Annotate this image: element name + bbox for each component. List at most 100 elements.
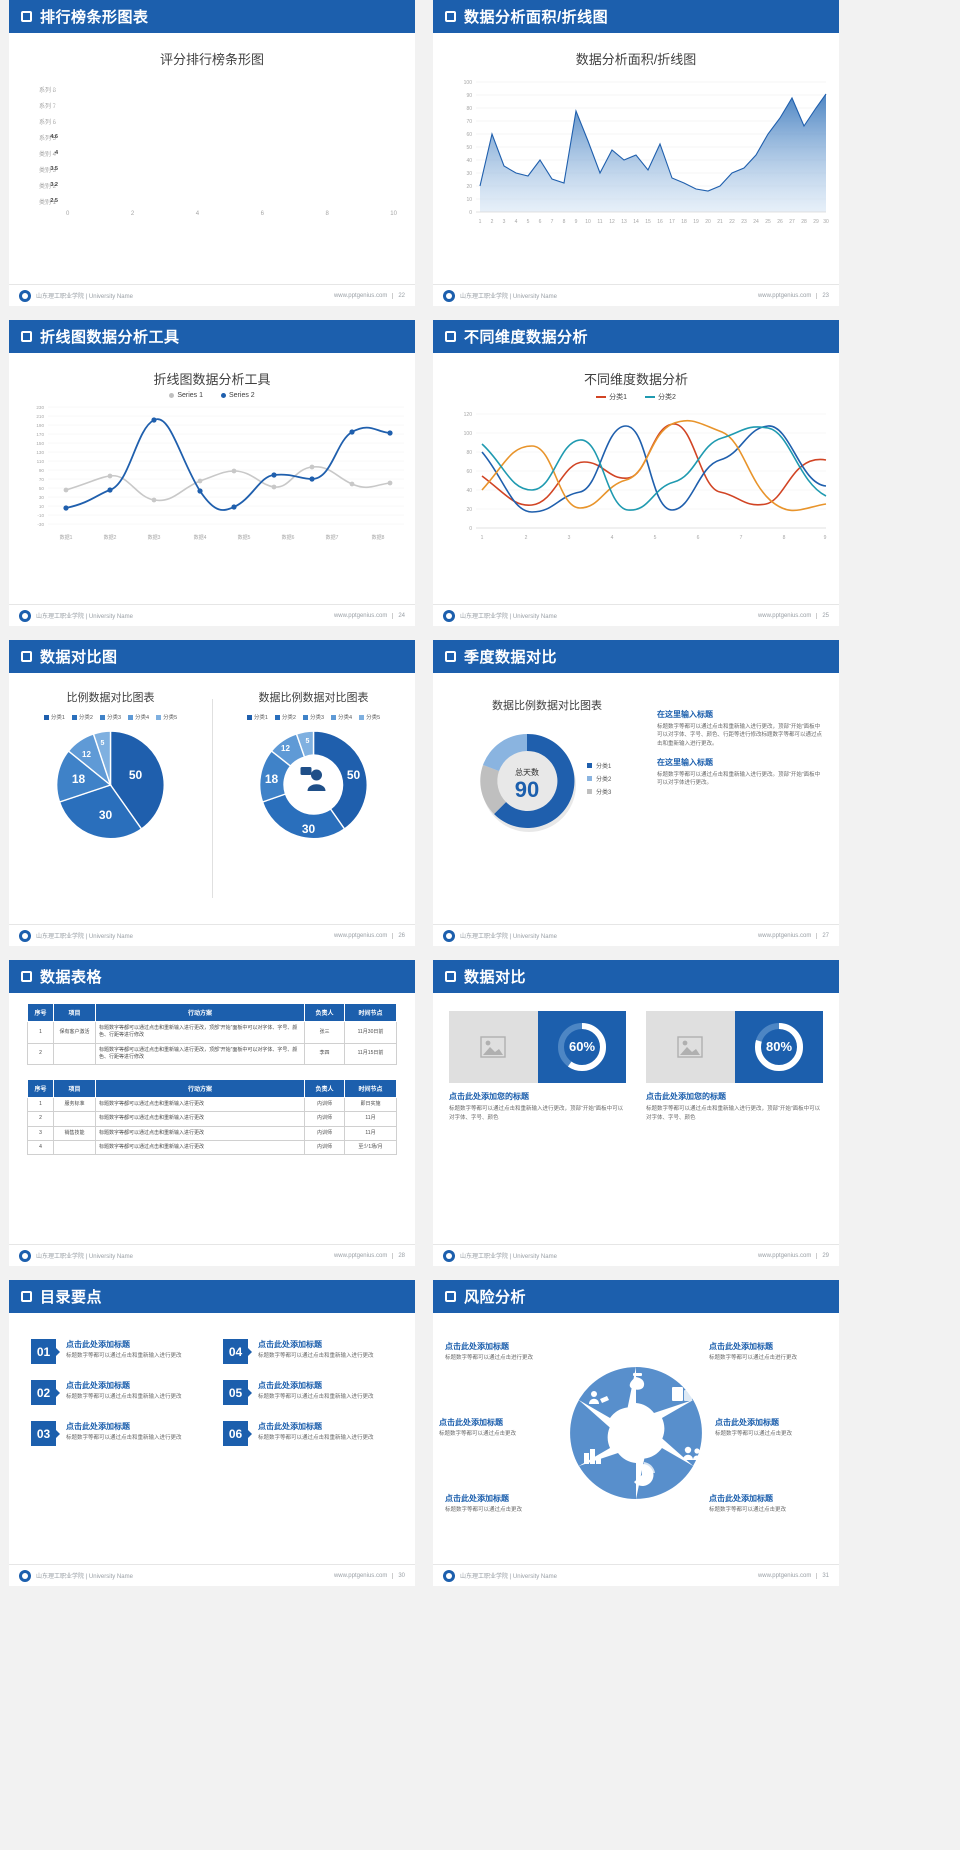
chart-legend: Series 1 Series 2: [9, 392, 415, 399]
svg-text:130: 130: [36, 450, 44, 455]
text-blocks: 在这里输入标题 标题数字等都可以通过点击和重新输入进行更改，顶部“开始”面板中可…: [657, 687, 825, 854]
slide-footer: 山东理工职业学院 | University Name www.pptgenius…: [9, 604, 415, 626]
svg-text:18: 18: [681, 219, 687, 225]
square-icon: [21, 1291, 32, 1302]
item-number: 05: [223, 1380, 252, 1405]
svg-text:17: 17: [669, 219, 675, 225]
compare-card-1: 60% 点击此处添加您的标题 标题数字等都可以通过点击和重新输入进行更改，顶部“…: [449, 1011, 626, 1122]
svg-text:190: 190: [36, 423, 44, 428]
slide-title: 数据分析面积/折线图: [464, 9, 609, 26]
square-icon: [445, 971, 456, 982]
legend-item: Series 2: [221, 392, 255, 399]
list-item[interactable]: 02 点击此处添加标题 标题数字等都可以通过点击和重新输入进行更改: [31, 1380, 201, 1405]
data-table-2: 序号 项目 行动方案 负责人 时间节点 1 服务标准 标题数字等都可以通过点击和…: [27, 1079, 397, 1156]
image-icon: [677, 1036, 703, 1058]
slide-header: 目录要点: [9, 1280, 415, 1313]
item-text: 标题数字等都可以通过点击和重新输入进行更改: [258, 1435, 374, 1441]
slide-7[interactable]: 数据表格 序号 项目 行动方案 负责人 时间节点 1 保有客户激活 标题数字等都…: [9, 960, 415, 1266]
slide-footer: 山东理工职业学院 | University Name www.pptgenius…: [433, 604, 839, 626]
slide-3[interactable]: 折线图数据分析工具 折线图数据分析工具 Series 1 Series 2: [9, 320, 415, 626]
svg-text:分类2: 分类2: [596, 775, 612, 783]
slide-title: 不同维度数据分析: [464, 329, 589, 346]
line-chart: 230 210 190 170 150 130 110 90 70 50 30 10 -10 -3…: [36, 405, 404, 541]
svg-text:90: 90: [515, 777, 539, 802]
table-row: 2 标题数字等都可以通过点击和重新输入进行更改 内训师 11月: [27, 1111, 397, 1127]
svg-text:总天数: 总天数: [515, 767, 539, 777]
slide-5[interactable]: 数据对比图 比例数据对比图表 分类1 分类2 分类3 分类4 分类5: [9, 640, 415, 946]
card-title: 点击此处添加您的标题: [449, 1092, 529, 1101]
square-icon: [445, 11, 456, 22]
slide-header: 数据对比图: [9, 640, 415, 673]
svg-text:数据7: 数据7: [326, 534, 339, 541]
block-text: 标题数字等都可以通过点击和重新输入进行更改，顶部“开始”面板中可以对字体、字号、…: [657, 724, 823, 747]
chart-legend: 分类1 分类2 分类3 分类4 分类5: [9, 713, 212, 721]
chart-title: 不同维度数据分析: [583, 372, 688, 387]
slide-title: 数据对比: [464, 969, 527, 986]
svg-text:30: 30: [823, 219, 829, 225]
slide-title: 季度数据对比: [464, 649, 558, 666]
square-icon: [445, 651, 456, 662]
svg-text:60: 60: [466, 132, 472, 138]
svg-text:28: 28: [801, 219, 807, 225]
square-icon: [21, 651, 32, 662]
svg-text:23: 23: [741, 219, 747, 225]
svg-text:5: 5: [306, 738, 310, 745]
svg-text:数据3: 数据3: [148, 534, 161, 541]
svg-text:数据1: 数据1: [60, 534, 73, 541]
svg-text:9: 9: [824, 535, 827, 541]
svg-text:分类1: 分类1: [596, 762, 612, 770]
multi-line-chart: 120 100 80 60 40 20 0 1 2 3 4 5 6 7 8 9: [464, 412, 827, 541]
legend-item: 分类1: [43, 713, 65, 721]
svg-text:80: 80: [466, 106, 472, 112]
item-title: 点击此处添加标题: [66, 1340, 130, 1349]
slide-10[interactable]: 风险分析: [433, 1280, 839, 1586]
x-axis: 0 2 4 6 8 10: [66, 211, 397, 217]
slide-header: 风险分析: [433, 1280, 839, 1313]
list-item[interactable]: 06 点击此处添加标题 标题数字等都可以通过点击和重新输入进行更改: [223, 1421, 393, 1446]
slide-header: 不同维度数据分析: [433, 320, 839, 353]
slide-footer: 山东理工职业学院 | University Name www.pptgenius…: [433, 284, 839, 306]
list-item[interactable]: 05 点击此处添加标题 标题数字等都可以通过点击和重新输入进行更改: [223, 1380, 393, 1405]
legend-item: 分类5: [359, 713, 380, 721]
slide-footer: 山东理工职业学院 | University Name www.pptgenius…: [9, 1564, 415, 1586]
slide-4[interactable]: 不同维度数据分析 不同维度数据分析 分类1 分类2 120 100 8: [433, 320, 839, 626]
slide-title: 数据对比图: [40, 649, 118, 666]
list-item[interactable]: 04 点击此处添加标题 标题数字等都可以通过点击和重新输入进行更改: [223, 1339, 393, 1364]
svg-text:40: 40: [466, 488, 472, 494]
square-icon: [21, 331, 32, 342]
slide-title: 折线图数据分析工具: [40, 329, 180, 346]
item-text: 标题数字等都可以通过点击和重新输入进行更改: [66, 1353, 182, 1359]
svg-text:数据2: 数据2: [104, 534, 117, 541]
svg-text:50: 50: [129, 768, 143, 782]
svg-text:-10: -10: [37, 513, 44, 518]
donut-panel: 数据比例数据对比图表 总天数 90 分类1 分类2: [447, 687, 647, 854]
svg-text:7: 7: [551, 219, 554, 225]
list-item[interactable]: 03 点击此处添加标题 标题数字等都可以通过点击和重新输入进行更改: [31, 1421, 201, 1446]
pie-panel-left: 比例数据对比图表 分类1 分类2 分类3 分类4 分类5: [9, 673, 212, 924]
item-title: 点击此处添加标题: [258, 1381, 322, 1390]
slide-2[interactable]: 数据分析面积/折线图 数据分析面积/折线图: [433, 0, 839, 306]
slide-8[interactable]: 数据对比: [433, 960, 839, 1266]
legend-item: 分类3: [302, 713, 324, 721]
item-number: 04: [223, 1339, 252, 1364]
svg-text:170: 170: [36, 432, 44, 437]
list-item[interactable]: 01 点击此处添加标题 标题数字等都可以通过点击和重新输入进行更改: [31, 1339, 201, 1364]
slide-9[interactable]: 目录要点 01 点击此处添加标题 标题数字等都可以通过点击和重新输入进行更改 02…: [9, 1280, 415, 1586]
slide-title: 排行榜条形图表: [40, 9, 149, 26]
svg-text:8: 8: [563, 219, 566, 225]
svg-text:24: 24: [753, 219, 759, 225]
slide-1[interactable]: 排行榜条形图表 评分排行榜条形图 系列 8 8.9 系列 7 7.5 系列 6 4.8…: [9, 0, 415, 306]
slide-6[interactable]: 季度数据对比 数据比例数据对比图表 总天数 90: [433, 640, 839, 946]
user-icon: [300, 767, 326, 791]
legend-item: 分类2: [71, 713, 93, 721]
svg-text:4: 4: [515, 219, 518, 225]
slide-footer: 山东理工职业学院 | University Name www.pptgenius…: [433, 924, 839, 946]
card-text: 标题数字等都可以通过点击和重新输入进行更改，顶部“开始”面板中可以对字体、字号、…: [449, 1106, 624, 1121]
svg-text:90: 90: [466, 93, 472, 99]
item-title: 点击此处添加标题: [66, 1422, 130, 1431]
logo-icon: [19, 1569, 31, 1582]
legend-item: 分类3: [99, 713, 121, 721]
slide-header: 季度数据对比: [433, 640, 839, 673]
svg-text:16: 16: [657, 219, 663, 225]
risk-label-5: 点击此处添加标题 标题数字等都可以通过点击更改: [445, 1494, 523, 1513]
